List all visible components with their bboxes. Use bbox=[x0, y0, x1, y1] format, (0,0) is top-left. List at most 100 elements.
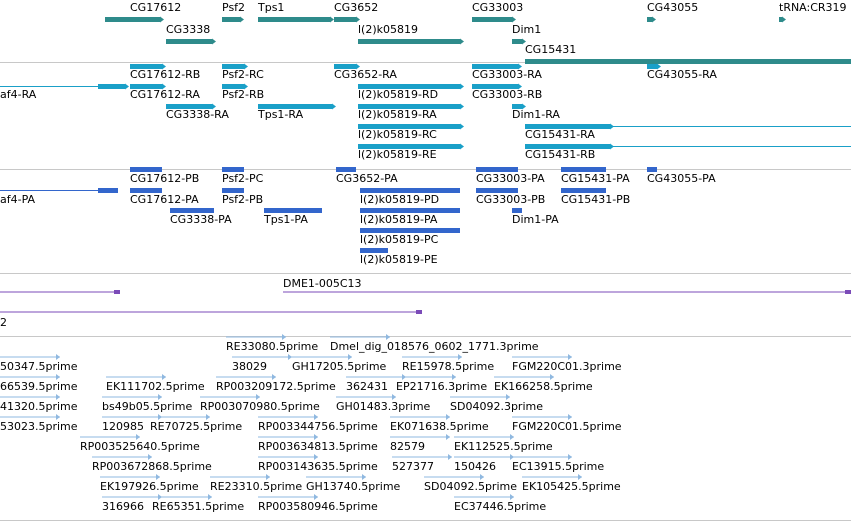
contig-end-marker[interactable] bbox=[845, 290, 851, 294]
transcript-glyph[interactable] bbox=[360, 248, 388, 253]
transcript-label[interactable]: Dim1-RA bbox=[512, 108, 560, 121]
transcript-label[interactable]: l(2)k05819-RA bbox=[358, 108, 437, 121]
est-label[interactable]: 82579 bbox=[390, 440, 425, 453]
gene-label[interactable]: CG43055 bbox=[647, 1, 699, 14]
gene-label[interactable]: Psf2 bbox=[222, 1, 246, 14]
strand-arrow-icon[interactable] bbox=[578, 474, 582, 480]
strand-arrow-icon[interactable] bbox=[522, 103, 526, 110]
gene-label[interactable]: l(2)k05819 bbox=[358, 23, 419, 36]
strand-arrow-icon[interactable] bbox=[56, 354, 60, 360]
strand-arrow-icon[interactable] bbox=[392, 394, 396, 400]
transcript-glyph[interactable] bbox=[512, 208, 522, 213]
est-label[interactable]: 38029 bbox=[232, 360, 267, 373]
strand-arrow-icon[interactable] bbox=[266, 474, 270, 480]
est-label[interactable]: SD04092.3prime bbox=[450, 400, 543, 413]
gene-glyph[interactable] bbox=[105, 17, 160, 22]
strand-arrow-icon[interactable] bbox=[386, 334, 390, 340]
gene-glyph[interactable] bbox=[647, 17, 652, 22]
transcript-label[interactable]: af4-PA bbox=[0, 193, 36, 206]
transcript-glyph[interactable] bbox=[647, 64, 657, 69]
transcript-label[interactable]: Tps1-RA bbox=[258, 108, 304, 121]
gene-label[interactable]: tRNA:CR319 bbox=[779, 1, 847, 14]
strand-arrow-icon[interactable] bbox=[156, 474, 160, 480]
strand-arrow-icon[interactable] bbox=[782, 16, 786, 23]
transcript-glyph[interactable] bbox=[264, 208, 322, 213]
est-label[interactable]: RE23310.5prime bbox=[210, 480, 303, 493]
transcript-glyph[interactable] bbox=[360, 228, 460, 233]
strand-arrow-icon[interactable] bbox=[460, 103, 464, 110]
transcript-glyph[interactable] bbox=[130, 188, 162, 193]
transcript-label[interactable]: Psf2-RB bbox=[222, 88, 265, 101]
strand-arrow-icon[interactable] bbox=[56, 394, 60, 400]
transcript-glyph[interactable] bbox=[222, 167, 244, 172]
est-label[interactable]: GH01483.3prime bbox=[336, 400, 431, 413]
transcript-glyph[interactable] bbox=[525, 124, 610, 129]
est-label[interactable]: bs49b05.5prime bbox=[102, 400, 193, 413]
transcript-glyph[interactable] bbox=[358, 144, 460, 149]
gene-glyph[interactable] bbox=[512, 39, 522, 44]
gene-label[interactable]: CG33003 bbox=[472, 1, 524, 14]
est-label[interactable]: EK166258.5prime bbox=[494, 380, 593, 393]
strand-arrow-icon[interactable] bbox=[332, 103, 336, 110]
transcript-glyph[interactable] bbox=[222, 188, 244, 193]
est-label[interactable]: SD04092.5prime bbox=[424, 480, 517, 493]
strand-arrow-icon[interactable] bbox=[446, 434, 450, 440]
transcript-label[interactable]: l(2)k05819-PD bbox=[360, 193, 440, 206]
strand-arrow-icon[interactable] bbox=[458, 354, 462, 360]
est-label[interactable]: RE15978.5prime bbox=[402, 360, 495, 373]
gene-label[interactable]: Dim1 bbox=[512, 23, 542, 36]
gene-label[interactable]: CG15431 bbox=[525, 43, 577, 56]
strand-arrow-icon[interactable] bbox=[208, 494, 212, 500]
strand-arrow-icon[interactable] bbox=[314, 434, 318, 440]
transcript-glyph[interactable] bbox=[525, 144, 610, 149]
est-label[interactable]: 120985 bbox=[102, 420, 144, 433]
transcript-glyph[interactable] bbox=[360, 208, 460, 213]
est-label[interactable]: EK071638.5prime bbox=[390, 420, 489, 433]
strand-arrow-icon[interactable] bbox=[460, 83, 464, 90]
transcript-glyph[interactable] bbox=[98, 188, 118, 193]
strand-arrow-icon[interactable] bbox=[256, 394, 260, 400]
transcript-label[interactable]: l(2)k05819-PC bbox=[360, 233, 439, 246]
transcript-label[interactable]: CG33003-PA bbox=[476, 172, 545, 185]
strand-arrow-icon[interactable] bbox=[212, 38, 216, 45]
gene-glyph[interactable] bbox=[258, 17, 330, 22]
strand-arrow-icon[interactable] bbox=[158, 394, 162, 400]
contig-label[interactable]: DME1-005C13 bbox=[283, 277, 362, 290]
transcript-label[interactable]: l(2)k05819-PA bbox=[360, 213, 438, 226]
est-label[interactable]: EK197926.5prime bbox=[100, 480, 199, 493]
transcript-label[interactable]: af4-RA bbox=[0, 88, 37, 101]
est-label[interactable]: GH13740.5prime bbox=[306, 480, 401, 493]
transcript-glyph[interactable] bbox=[170, 208, 214, 213]
transcript-label[interactable]: CG33003-RA bbox=[472, 68, 542, 81]
strand-arrow-icon[interactable] bbox=[460, 143, 464, 150]
transcript-glyph[interactable] bbox=[358, 124, 460, 129]
strand-arrow-icon[interactable] bbox=[272, 374, 276, 380]
transcript-label[interactable]: Tps1-PA bbox=[264, 213, 308, 226]
est-label[interactable]: 66539.5prime bbox=[0, 380, 78, 393]
transcript-label[interactable]: Dim1-PA bbox=[512, 213, 559, 226]
transcript-label[interactable]: CG15431-RB bbox=[525, 148, 596, 161]
transcript-glyph[interactable] bbox=[561, 167, 606, 172]
est-label[interactable]: EC13915.5prime bbox=[512, 460, 605, 473]
gene-glyph[interactable] bbox=[334, 17, 356, 22]
transcript-label[interactable]: CG15431-PA bbox=[561, 172, 630, 185]
gene-glyph[interactable] bbox=[358, 39, 460, 44]
strand-arrow-icon[interactable] bbox=[522, 38, 526, 45]
transcript-label[interactable]: CG3652-RA bbox=[334, 68, 397, 81]
est-label[interactable]: RP003634813.5prime bbox=[258, 440, 378, 453]
strand-arrow-icon[interactable] bbox=[652, 16, 656, 23]
strand-arrow-icon[interactable] bbox=[568, 454, 572, 460]
transcript-label[interactable]: CG3652-PA bbox=[336, 172, 398, 185]
est-label[interactable]: EK111702.5prime bbox=[106, 380, 205, 393]
est-label[interactable]: EK112525.5prime bbox=[454, 440, 553, 453]
est-label[interactable]: RP003209172.5prime bbox=[216, 380, 336, 393]
transcript-label[interactable]: CG17612-RA bbox=[130, 88, 200, 101]
transcript-label[interactable]: CG3338-PA bbox=[170, 213, 232, 226]
transcript-glyph[interactable] bbox=[130, 167, 162, 172]
est-label[interactable]: EC37446.5prime bbox=[454, 500, 547, 513]
transcript-label[interactable]: l(2)k05819-PE bbox=[360, 253, 438, 266]
strand-arrow-icon[interactable] bbox=[56, 414, 60, 420]
est-label[interactable]: 50347.5prime bbox=[0, 360, 78, 373]
transcript-glyph[interactable] bbox=[472, 64, 518, 69]
strand-arrow-icon[interactable] bbox=[160, 16, 164, 23]
